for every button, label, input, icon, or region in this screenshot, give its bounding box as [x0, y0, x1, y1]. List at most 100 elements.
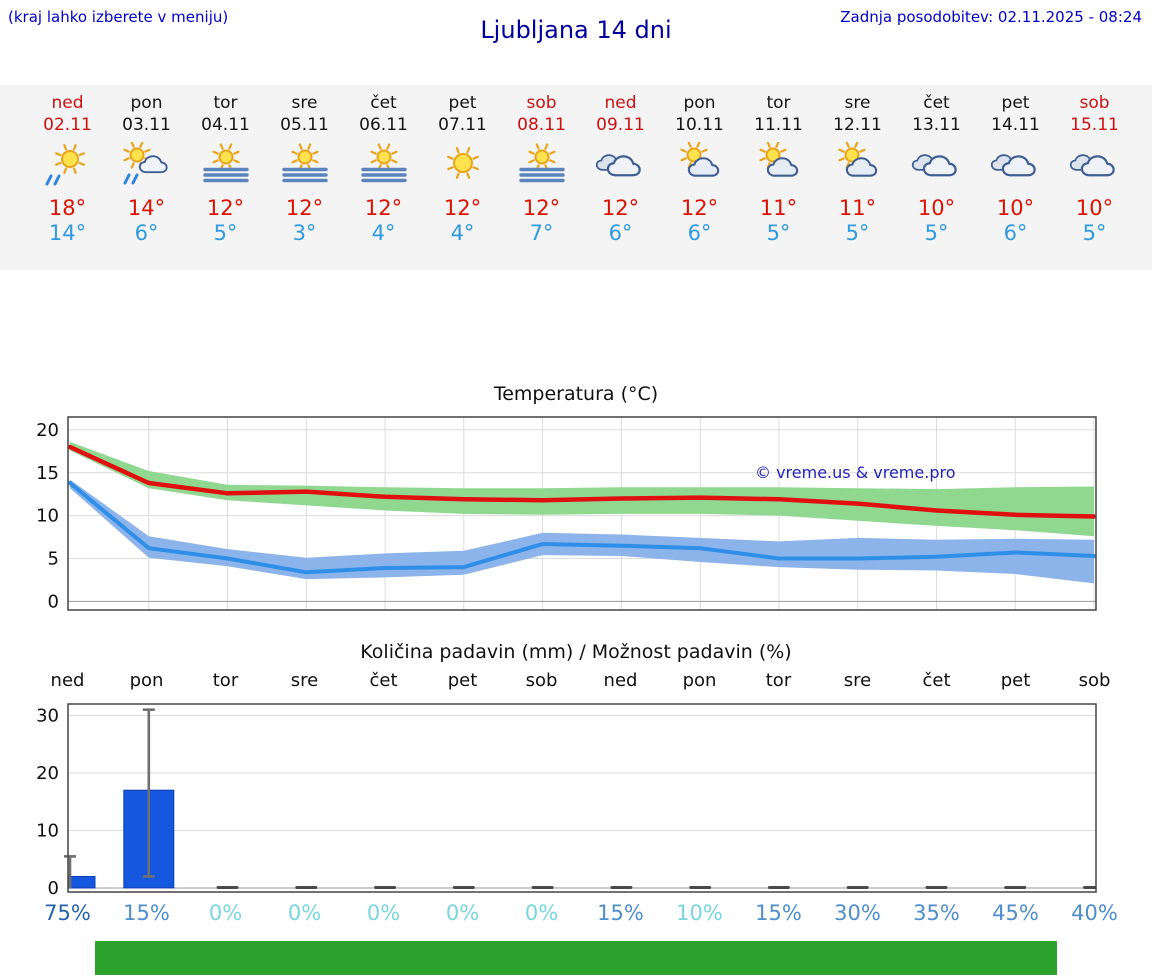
forecast-day-column: sob 08.11 12° 7° [502, 85, 581, 270]
forecast-day-column: pet 14.11 10° 6° [976, 85, 1055, 270]
day-high-temp: 12° [522, 195, 561, 220]
day-low-temp: 6° [1003, 220, 1028, 245]
precip-day-label: tor [212, 670, 239, 691]
ad-banner[interactable] [95, 941, 1057, 975]
precip-probability-row: 75% 15% 0% 0% 0% 0% 0% 15% 10% 15% 30% 35% 45% 40% [28, 901, 1134, 925]
temperature-chart: 0 5 10 15 20 © vreme.us & vreme.pro [36, 416, 1097, 612]
precip-day-label: ned [603, 670, 638, 691]
day-name: čet [370, 93, 397, 113]
forecast-day-column: sob 15.11 10° 5° [1055, 85, 1134, 270]
zero-precip-mark [452, 886, 475, 889]
sun-rain-icon [38, 142, 98, 190]
cloud-icon [986, 142, 1046, 190]
zero-precip-mark [531, 886, 554, 889]
watermark-link[interactable]: © vreme.us & vreme.pro [755, 463, 956, 482]
zero-precip-mark [846, 886, 869, 889]
day-high-temp: 10° [996, 195, 1035, 220]
zero-precip-mark [216, 886, 239, 889]
precip-probability-value: 0% [208, 901, 243, 925]
day-low-temp: 14° [48, 220, 87, 245]
precip-day-label: tor [765, 670, 792, 691]
fog-sun-icon [512, 142, 572, 190]
day-high-temp: 10° [1075, 195, 1114, 220]
sun-cloud-icon [828, 140, 888, 190]
day-date: 05.11 [280, 115, 329, 136]
zero-precip-mark [295, 886, 318, 889]
precipitation-chart: 0 10 20 30 [36, 703, 1097, 899]
y-axis-tick-label: 15 [36, 463, 59, 484]
forecast-day-column: čet 13.11 10° 5° [897, 85, 976, 270]
day-name: pon [683, 93, 716, 113]
day-low-temp: 4° [371, 220, 396, 245]
sun-cloud-icon [670, 140, 730, 190]
precip-probability-value: 0% [287, 901, 322, 925]
fog-sun-icon [354, 142, 414, 190]
day-low-temp: 7° [529, 220, 554, 245]
precip-day-labels-row: ned pon tor sre čet pet sob ned pon tor sre čet pet s… [28, 670, 1134, 691]
precip-probability-value: 75% [44, 901, 91, 925]
precip-probability-value: 15% [123, 901, 170, 925]
day-date: 08.11 [517, 115, 566, 136]
zero-precip-mark [925, 886, 948, 889]
precip-probability-value: 0% [445, 901, 480, 925]
forecast-day-column: tor 04.11 12° 5° [186, 85, 265, 270]
precip-day-label: sre [290, 670, 319, 691]
day-low-temp: 3° [292, 220, 317, 245]
sun-cloud-rain-icon [117, 140, 177, 190]
sun-cloud-icon [749, 140, 809, 190]
cloud-icon [591, 142, 651, 190]
precip-day-label: pet [1000, 670, 1031, 691]
day-low-temp: 5° [766, 220, 791, 245]
precip-day-label: čet [922, 670, 951, 691]
forecast-day-column: sre 05.11 12° 3° [265, 85, 344, 270]
day-name: tor [766, 93, 791, 113]
precip-probability-value: 30% [834, 901, 881, 925]
page-title: Ljubljana 14 dni [480, 16, 672, 44]
precip-probability-value: 10% [676, 901, 723, 925]
day-low-temp: 6° [687, 220, 712, 245]
precip-day-label: ned [50, 670, 85, 691]
zero-precip-mark [1004, 886, 1027, 889]
zero-precip-mark [767, 886, 790, 889]
day-high-temp: 12° [601, 195, 640, 220]
day-name: sob [1079, 93, 1110, 113]
precip-probability-value: 40% [1071, 901, 1118, 925]
precip-probability-value: 0% [366, 901, 401, 925]
precip-probability-value: 0% [524, 901, 559, 925]
day-name: ned [51, 93, 84, 113]
y-axis-tick-label: 10 [36, 821, 59, 842]
forecast-day-column: tor 11.11 11° 5° [739, 85, 818, 270]
precip-chart-title: Količina padavin (mm) / Možnost padavin … [360, 641, 792, 663]
day-date: 13.11 [912, 115, 961, 136]
sun-icon [433, 142, 493, 190]
day-low-temp: 5° [1082, 220, 1107, 245]
day-name: sre [291, 93, 318, 113]
day-low-temp: 5° [213, 220, 238, 245]
forecast-day-column: sre 12.11 11° 5° [818, 85, 897, 270]
day-high-temp: 12° [364, 195, 403, 220]
precip-probability-value: 35% [913, 901, 960, 925]
day-high-temp: 12° [680, 195, 719, 220]
day-name: pet [1001, 93, 1030, 113]
day-name: sob [526, 93, 557, 113]
day-name: ned [604, 93, 637, 113]
day-name: pon [130, 93, 163, 113]
max-temperature-line [67, 444, 1097, 519]
fog-sun-icon [275, 142, 335, 190]
plot-border [67, 416, 1097, 611]
day-low-temp: 6° [134, 220, 159, 245]
cloud-icon [907, 142, 967, 190]
day-low-temp: 6° [608, 220, 633, 245]
day-high-temp: 12° [285, 195, 324, 220]
day-date: 15.11 [1070, 115, 1119, 136]
precip-day-label: sob [525, 670, 558, 691]
precip-day-label: sob [1078, 670, 1111, 691]
precip-day-label: pon [129, 670, 164, 691]
forecast-day-column: pet 07.11 12° 4° [423, 85, 502, 270]
day-high-temp: 18° [48, 195, 87, 220]
location-menu-hint[interactable]: (kraj lahko izberete v meniju) [8, 8, 229, 26]
day-high-temp: 10° [917, 195, 956, 220]
y-axis-tick-label: 10 [36, 506, 59, 527]
precip-probability-value: 15% [755, 901, 802, 925]
